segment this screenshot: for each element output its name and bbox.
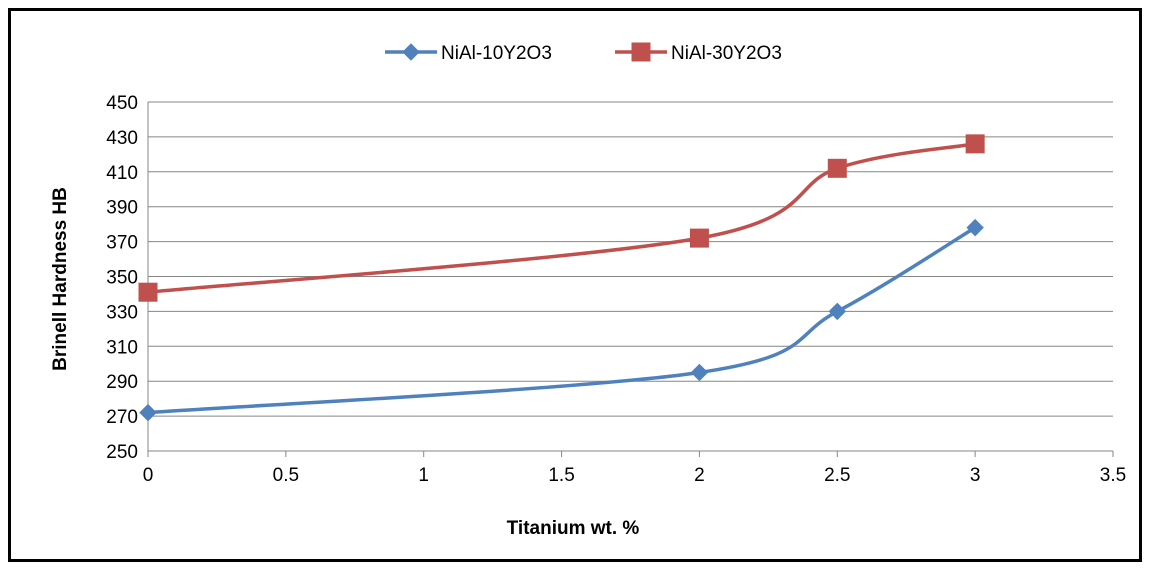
- data-point-square: [965, 134, 985, 154]
- y-tick-label: 310: [106, 337, 138, 358]
- x-tick-label: 3: [970, 465, 981, 486]
- y-tick-label: 290: [106, 372, 138, 393]
- data-point-diamond: [690, 363, 709, 382]
- y-tick-label: 410: [106, 163, 138, 184]
- y-axis-title: Brinell Hardness HB: [50, 187, 71, 371]
- x-tick-label: 1: [418, 465, 429, 486]
- data-point-diamond: [139, 403, 157, 422]
- y-tick-label: 430: [106, 128, 138, 149]
- series-1: [139, 218, 984, 422]
- legend-marker-square: [631, 42, 651, 62]
- x-tick-label: 1.5: [548, 465, 574, 486]
- x-tick-label: 0.5: [273, 465, 299, 486]
- y-tick-label: 250: [106, 442, 138, 463]
- data-point-diamond: [828, 302, 846, 321]
- legend-label: NiAl-30Y2O3: [671, 43, 782, 64]
- x-tick-label: 2.5: [824, 465, 850, 486]
- legend-item: NiAl-10Y2O3: [385, 43, 552, 64]
- x-tick-label: 3.5: [1100, 465, 1126, 486]
- x-tick-label: 2: [694, 465, 705, 486]
- y-tick-label: 350: [106, 268, 138, 289]
- x-tick-label: 0: [143, 465, 154, 486]
- y-tick-label: 330: [106, 302, 138, 323]
- gridlines: [148, 101, 1113, 452]
- axes: 250 270 290 310 330 350 370 390 410 430 450 0 0.5 1 1.…: [106, 93, 1126, 486]
- y-tick-label: 270: [106, 407, 138, 428]
- chart-frame: 250 270 290 310 330 350 370 390 410 430 450 0 0.5 1 1.…: [8, 8, 1142, 562]
- legend-label: NiAl-10Y2O3: [441, 43, 552, 64]
- y-tick-label: 450: [106, 93, 138, 114]
- data-point-diamond: [966, 218, 984, 237]
- x-axis-title: Titanium wt. %: [507, 518, 640, 539]
- legend: NiAl-10Y2O3 NiAl-30Y2O3: [385, 42, 782, 64]
- data-point-square: [138, 282, 158, 302]
- series-line: [147, 142, 976, 294]
- series-2: [138, 134, 985, 302]
- series-line: [147, 226, 977, 415]
- y-tick-label: 370: [106, 233, 138, 254]
- data-point-square: [689, 228, 709, 248]
- legend-item: NiAl-30Y2O3: [615, 42, 782, 64]
- line-chart: 250 270 290 310 330 350 370 390 410 430 450 0 0.5 1 1.…: [50, 42, 1126, 539]
- legend-marker-diamond: [402, 43, 420, 61]
- data-point-square: [827, 158, 847, 178]
- series-layer: [138, 134, 985, 422]
- y-tick-label: 390: [106, 198, 138, 219]
